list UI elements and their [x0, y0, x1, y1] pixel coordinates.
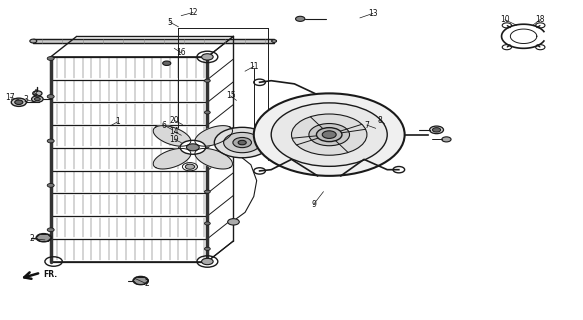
Circle shape	[205, 79, 210, 82]
Polygon shape	[153, 126, 191, 146]
Text: 15: 15	[226, 92, 236, 100]
Circle shape	[272, 40, 276, 42]
Circle shape	[205, 111, 210, 114]
Circle shape	[433, 128, 441, 132]
Circle shape	[15, 100, 23, 105]
Text: 20: 20	[170, 116, 179, 125]
Text: 6: 6	[161, 121, 166, 130]
Circle shape	[228, 219, 239, 225]
Circle shape	[180, 140, 206, 154]
Polygon shape	[153, 148, 191, 169]
Circle shape	[36, 234, 51, 242]
Text: 1: 1	[115, 117, 120, 126]
Circle shape	[296, 16, 305, 21]
Text: 18: 18	[535, 15, 545, 24]
Circle shape	[47, 57, 54, 60]
Circle shape	[442, 137, 451, 142]
Text: 8: 8	[377, 116, 382, 125]
Circle shape	[205, 222, 210, 225]
Circle shape	[309, 124, 350, 146]
Circle shape	[238, 140, 246, 145]
Text: 5: 5	[167, 18, 172, 27]
Circle shape	[133, 276, 148, 285]
Polygon shape	[195, 126, 233, 146]
Circle shape	[34, 98, 40, 101]
Text: 9: 9	[311, 200, 316, 209]
Circle shape	[31, 96, 43, 102]
Circle shape	[47, 183, 54, 187]
Text: 14: 14	[170, 127, 179, 136]
Text: 3: 3	[24, 95, 29, 104]
Circle shape	[430, 126, 444, 134]
Circle shape	[215, 127, 270, 158]
Text: 4: 4	[33, 89, 37, 98]
Text: 11: 11	[249, 62, 258, 71]
Circle shape	[163, 61, 171, 66]
Circle shape	[322, 131, 336, 139]
Circle shape	[292, 114, 367, 155]
Circle shape	[205, 57, 210, 60]
Text: 12: 12	[188, 8, 198, 17]
Circle shape	[47, 228, 54, 232]
Circle shape	[254, 93, 405, 176]
Text: 13: 13	[368, 9, 378, 18]
Circle shape	[187, 144, 199, 151]
Circle shape	[205, 247, 210, 251]
Circle shape	[205, 190, 210, 193]
Text: 7: 7	[364, 121, 370, 130]
Polygon shape	[195, 148, 233, 169]
Circle shape	[47, 95, 54, 99]
Text: FR.: FR.	[43, 270, 57, 279]
Circle shape	[202, 54, 213, 60]
Text: 16: 16	[177, 48, 186, 57]
Circle shape	[33, 91, 42, 96]
Circle shape	[317, 128, 342, 142]
Circle shape	[185, 164, 195, 169]
Text: 17: 17	[5, 93, 15, 102]
Text: 2: 2	[29, 234, 34, 243]
Circle shape	[202, 258, 213, 265]
Circle shape	[205, 152, 210, 155]
Text: 10: 10	[500, 15, 510, 24]
Circle shape	[224, 132, 261, 153]
Circle shape	[47, 139, 54, 143]
Circle shape	[271, 103, 387, 166]
Circle shape	[11, 98, 26, 106]
Circle shape	[30, 39, 37, 43]
Circle shape	[321, 130, 338, 140]
Circle shape	[233, 138, 251, 148]
Text: 19: 19	[170, 135, 179, 144]
Text: 2: 2	[144, 279, 149, 288]
